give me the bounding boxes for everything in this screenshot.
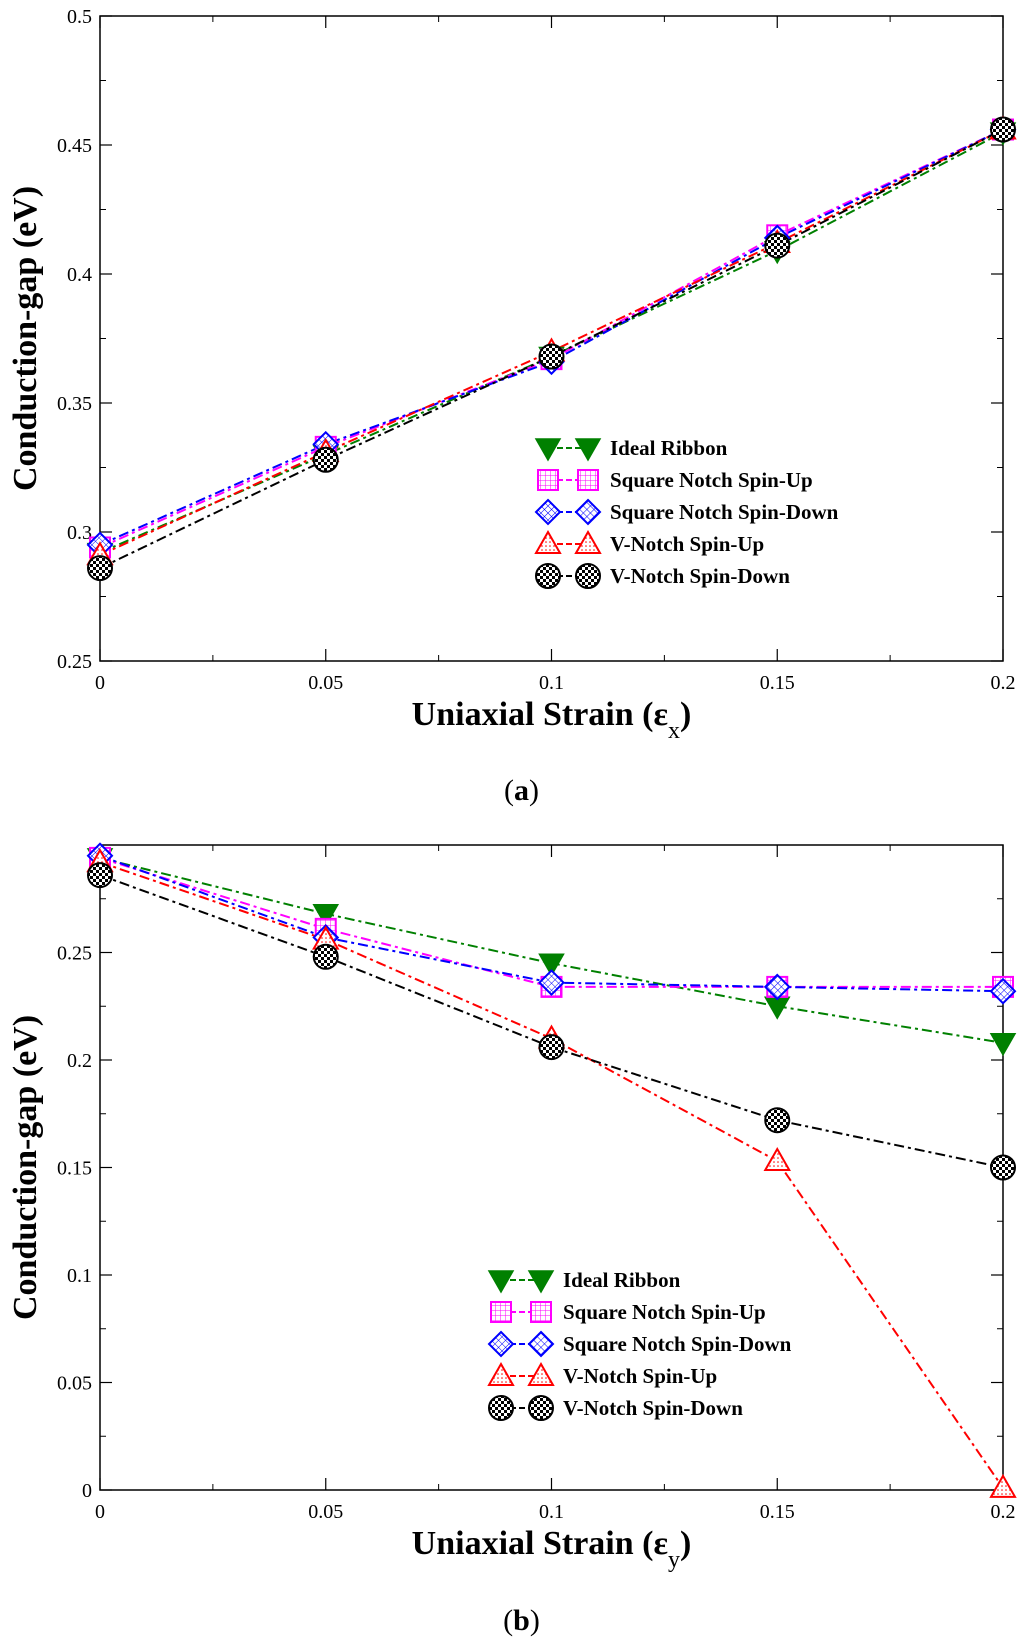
y-tick-label: 0.25 [57,943,92,965]
x-tick-label: 0.1 [539,672,564,694]
legend-marker [574,529,602,554]
y-axis-label: Conduction-gap (eV) [7,186,44,491]
legend-marker [535,563,561,589]
y-tick-label: 0.35 [57,393,92,415]
legend-marker [534,498,562,526]
series-line [99,856,1004,1044]
chart-panel-b: 0 0.05 0.1 0.15 0.2 0 0.05 0.1 0.15 0.2 0.25 Uniaxi… [7,842,1017,1637]
legend-label: Ideal Ribbon [610,436,728,460]
x-tick-label: 0.1 [539,1501,564,1523]
y-axis-label: Conduction-gap (eV) [7,1015,44,1320]
legend-marker [577,469,599,491]
x-tick-label: 0.15 [760,1501,795,1523]
x-tick-label: 0.2 [991,672,1016,694]
x-tick-label: 0 [95,1501,105,1523]
legend-marker [487,1361,515,1386]
data-point [989,977,1017,1005]
legend-marker [574,438,602,462]
legend-marker [487,1270,515,1294]
y-tick-label: 0.1 [67,1265,92,1287]
data-point [989,1033,1017,1057]
x-axis-label: Uniaxial Strain (εy) [412,1525,692,1573]
y-tick-label: 0.3 [67,522,92,544]
panel-label: (b) [503,1604,540,1637]
y-tick-label: 0.2 [67,1050,92,1072]
data-point [312,943,339,970]
panel-label: (a) [504,774,539,807]
x-tick-label: 0.05 [308,672,343,694]
legend-label: V-Notch Spin-Up [563,1364,717,1388]
x-tick-label: 0.05 [308,1501,343,1523]
x-tick-label: 0.2 [991,1501,1016,1523]
legend-marker [527,1270,555,1294]
legend-marker [534,438,562,462]
legend-marker [487,1330,515,1358]
x-tick-label: 0 [95,672,105,694]
legend-marker [527,1361,555,1386]
data-point [990,1154,1016,1181]
data-point [312,904,340,928]
chart-panel-a: 0 0.05 0.1 0.15 0.2 0.25 0.3 0.35 0.4 0.45 0.5 Unia… [7,6,1017,807]
legend-label: V-Notch Spin-Down [610,564,790,588]
data-point [312,446,339,473]
x-axis-label: Uniaxial Strain (εx) [412,696,692,744]
legend-label: Square Notch Spin-Down [610,500,839,524]
legend-label: Square Notch Spin-Up [610,468,813,492]
legend-marker [530,1301,552,1323]
legend-label: Square Notch Spin-Up [563,1300,766,1324]
legend-marker [534,529,562,554]
legend-marker [575,563,601,589]
data-point [538,969,565,997]
legend-label: V-Notch Spin-Up [610,532,764,556]
data-point [763,973,791,1001]
x-tick-label: 0.15 [760,672,795,694]
legend-label: V-Notch Spin-Down [563,1396,743,1420]
y-tick-label: 0.4 [67,264,92,286]
y-tick-label: 0.5 [67,6,92,28]
data-point [87,555,113,582]
data-point [538,953,565,977]
legend-marker [537,469,559,491]
legend-marker [488,1395,514,1421]
data-point [764,1107,791,1134]
y-tick-label: 0.05 [57,1373,92,1395]
data-point [87,862,113,889]
data-point [538,343,565,370]
legend-label: Ideal Ribbon [563,1268,681,1292]
y-tick-label: 0.45 [57,135,92,157]
data-point [990,116,1016,143]
legend-marker [574,498,602,526]
y-tick-label: 0.15 [57,1158,92,1180]
legend-marker [490,1301,512,1323]
y-tick-label: 0 [82,1480,92,1502]
legend-marker [528,1395,554,1421]
plot-frame [99,844,1004,1491]
data-point [989,1473,1017,1498]
legend-label: Square Notch Spin-Down [563,1332,792,1356]
data-point [538,1034,565,1061]
y-tick-label: 0.25 [57,651,92,673]
legend-marker [527,1330,555,1358]
data-point [764,232,791,259]
data-point [763,1147,791,1172]
